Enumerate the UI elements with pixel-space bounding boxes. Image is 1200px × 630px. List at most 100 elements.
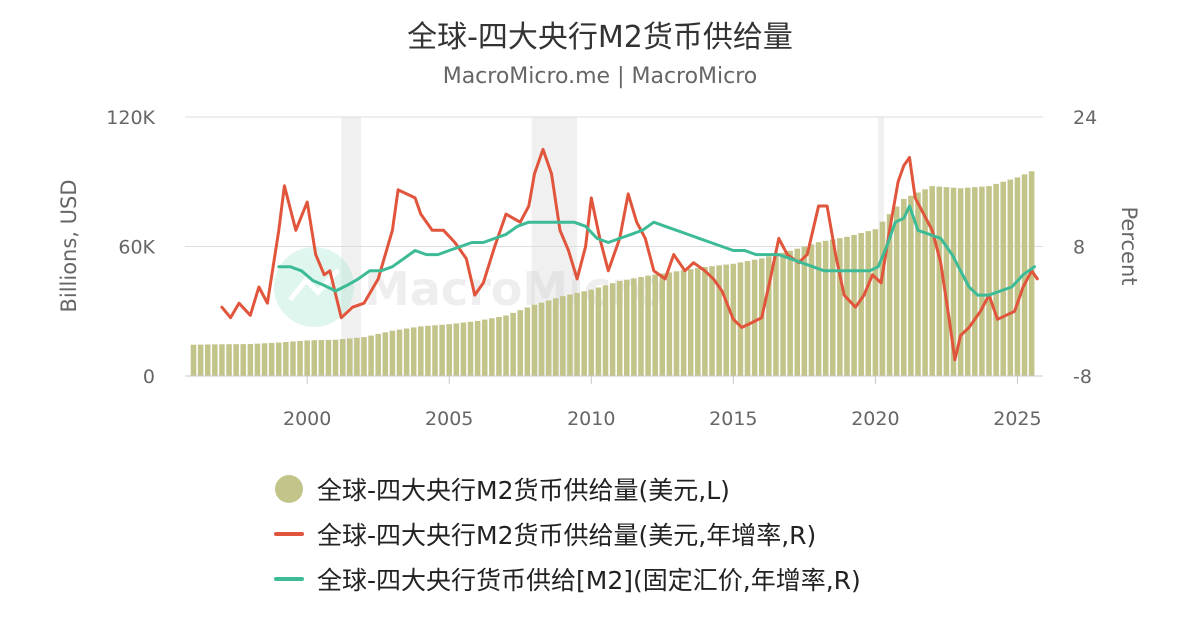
bar [226, 344, 232, 376]
bar [517, 310, 524, 376]
bar [503, 315, 509, 376]
bar [751, 259, 758, 376]
bar [1014, 177, 1021, 376]
bar [347, 338, 353, 376]
bar [588, 289, 595, 376]
bar [624, 279, 630, 376]
legend-swatch-bar [275, 474, 303, 503]
bar [695, 268, 701, 376]
bar [901, 199, 907, 376]
bar [666, 272, 673, 376]
bar [787, 250, 793, 376]
bar [524, 307, 531, 376]
bar [489, 318, 495, 376]
bar-series [190, 171, 1035, 376]
bar [410, 327, 417, 376]
bar [716, 265, 722, 376]
bar [474, 320, 481, 376]
bar [602, 285, 609, 376]
bar [481, 319, 488, 376]
x-tick-label: 2025 [993, 408, 1041, 430]
bar [659, 273, 666, 376]
bar [993, 183, 999, 376]
watermark-logo-chart-icon [288, 268, 340, 302]
line-series [220, 147, 1039, 362]
bar [354, 337, 360, 376]
axes: 120K 60K 0 24 8 -8 2000 2005 2010 2015 2020 2025 [106, 107, 1097, 430]
bar [794, 248, 801, 376]
bar [233, 344, 239, 376]
bar [396, 329, 403, 376]
bar [432, 325, 438, 376]
bar [574, 292, 580, 376]
bar [986, 186, 992, 376]
bar [801, 246, 808, 376]
legend-label: 全球-四大央行M2货币供给量(美元,年增率,R) [317, 520, 817, 550]
bar [382, 332, 389, 376]
y-left-tick-label: 60K [118, 237, 155, 259]
bar [268, 342, 275, 376]
bar [332, 339, 339, 376]
bar [283, 342, 289, 376]
bar [545, 300, 552, 376]
bar [375, 333, 381, 376]
legend: 全球-四大央行M2货币供给量(美元,L) 全球-四大央行M2货币供给量(美元,年… [274, 466, 861, 601]
bar [915, 192, 921, 376]
bar [297, 340, 303, 376]
bar [403, 328, 410, 376]
bar [446, 324, 452, 376]
bar [368, 335, 374, 376]
x-tick-label: 2000 [283, 408, 331, 430]
y-right-tick-label: 8 [1073, 237, 1085, 259]
legend-item-m2-usd[interactable]: 全球-四大央行M2货币供给量(美元,L) [274, 466, 861, 511]
bar [929, 186, 935, 376]
bar [325, 339, 332, 376]
bar [844, 236, 850, 376]
bar [496, 316, 502, 376]
bar [972, 187, 978, 376]
bar [567, 294, 573, 376]
bar [808, 244, 815, 376]
y-right-tick-label: -8 [1073, 366, 1092, 388]
bar [879, 221, 886, 376]
y-left-tick-label: 0 [143, 366, 155, 388]
bar [212, 344, 218, 376]
y-right-tick-label: 24 [1073, 107, 1097, 129]
bar [531, 304, 538, 376]
x-tick-label: 2020 [851, 408, 899, 430]
bar [872, 229, 879, 376]
bar [702, 267, 708, 376]
bar [922, 189, 928, 376]
bar [581, 291, 587, 376]
chart-subtitle: MacroMicro.me | MacroMicro [442, 64, 758, 89]
bar [652, 274, 658, 376]
chart-title: 全球-四大央行M2货币供给量 [407, 20, 793, 55]
legend-item-m2-usd-yoy[interactable]: 全球-四大央行M2货币供给量(美元,年增率,R) [274, 511, 861, 556]
bar [254, 343, 261, 376]
bar [439, 324, 445, 376]
bar [460, 322, 467, 376]
y-left-tick-label: 120K [106, 107, 155, 129]
bar [389, 330, 396, 376]
bar [780, 252, 786, 376]
bar [737, 262, 744, 376]
bar [190, 344, 197, 376]
bar [709, 266, 715, 376]
bar [304, 340, 310, 376]
bar [908, 195, 914, 376]
x-tick-label: 2010 [567, 408, 615, 430]
bar [247, 344, 254, 376]
bar [773, 254, 779, 376]
bar [275, 342, 282, 376]
bar [197, 344, 204, 376]
bar [766, 256, 772, 376]
bar [219, 344, 225, 376]
bar [837, 238, 843, 376]
fixed-fx-yoy-line [277, 204, 1036, 297]
bar [943, 187, 950, 376]
bar [957, 188, 964, 376]
legend-item-m2-fixed-fx-yoy[interactable]: 全球-四大央行货币供给[M2](固定汇价,年增率,R) [274, 556, 861, 601]
x-tick-label: 2005 [425, 408, 473, 430]
bar [560, 296, 566, 376]
